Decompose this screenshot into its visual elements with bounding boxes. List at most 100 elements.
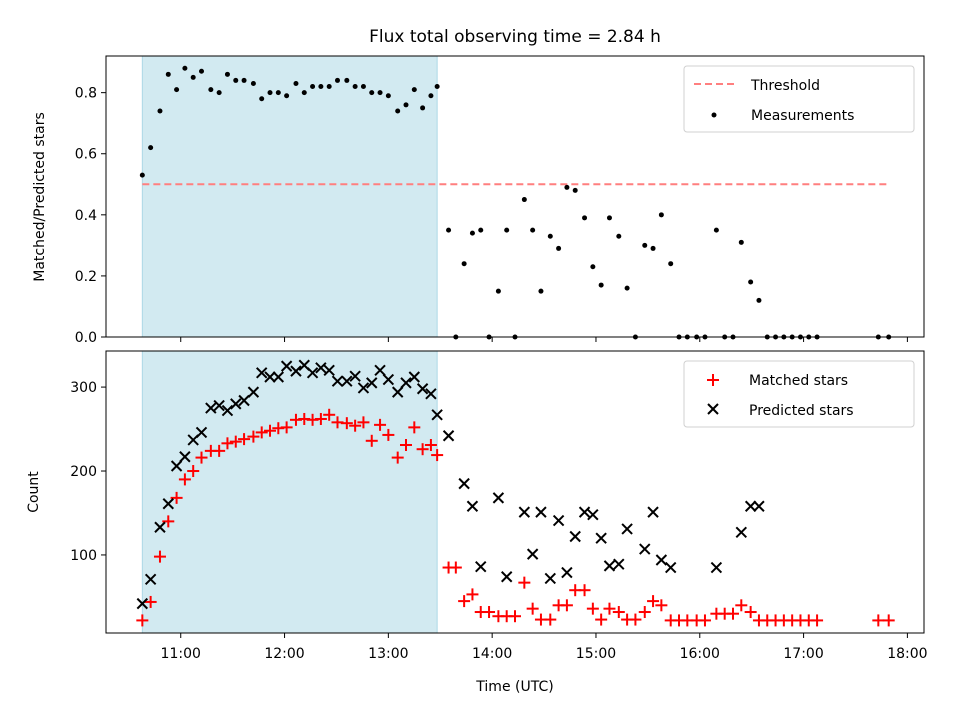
- measurement-point: [616, 233, 622, 239]
- predicted-star-point: [247, 386, 260, 398]
- matched-star-point: [187, 465, 200, 478]
- predicted-star-point: [290, 365, 302, 377]
- predicted-star-point: [587, 508, 599, 521]
- bottom-xtick-label: 18:00: [887, 646, 927, 662]
- predicted-star-point: [753, 500, 765, 512]
- predicted-star-point: [639, 543, 651, 555]
- matched-star-point: [391, 451, 404, 464]
- measurement-point: [624, 285, 630, 291]
- matched-star-point: [264, 424, 277, 437]
- measurement-point: [165, 71, 171, 77]
- predicted-star-point: [357, 382, 370, 394]
- predicted-star-point: [569, 530, 581, 543]
- matched-star-point: [509, 610, 521, 623]
- matched-star-point: [466, 588, 479, 601]
- measurement-point: [582, 215, 588, 221]
- bottom-xtick-label: 16:00: [680, 646, 720, 662]
- predicted-star-point: [621, 523, 633, 535]
- matched-star-point: [153, 550, 166, 563]
- measurement-point: [478, 227, 484, 233]
- predicted-star-point: [306, 367, 319, 379]
- predicted-star-point: [535, 506, 547, 518]
- predicted-star-point: [179, 451, 191, 463]
- measurement-point: [275, 90, 281, 96]
- measurement-point: [504, 227, 510, 233]
- matched-star-point: [449, 561, 462, 574]
- predicted-star-point: [272, 371, 285, 383]
- measurement-point: [301, 90, 307, 96]
- bottom-panel: 100 200 300 11:00 12:00 13:00 14:00 15:00 16:00…: [26, 350, 928, 695]
- measurement-point: [267, 90, 273, 96]
- predicted-star-point: [603, 560, 616, 572]
- matched-star-point: [365, 434, 378, 447]
- bottom-xtick-label: 12:00: [264, 646, 304, 662]
- measurement-point: [310, 84, 316, 90]
- matched-star-point: [744, 606, 757, 619]
- measurement-point: [208, 87, 214, 93]
- predicted-star-point: [280, 360, 293, 372]
- matched-star-point: [882, 614, 895, 627]
- top-ytick-label: 0.8: [75, 86, 97, 102]
- bottom-plot-frame: [105, 350, 925, 634]
- matched-star-point: [560, 599, 573, 612]
- predicted-star-point: [136, 597, 149, 610]
- predicted-star-point: [162, 498, 174, 510]
- top-plot-frame: [105, 55, 925, 338]
- measurement-point: [564, 184, 570, 190]
- matched-star-point: [162, 515, 175, 528]
- matched-star-point: [483, 606, 496, 619]
- measurement-point: [428, 93, 434, 99]
- matched-star-point: [603, 602, 616, 615]
- measurement-point: [572, 187, 578, 193]
- predicted-star-point: [710, 561, 723, 574]
- predicted-star-point: [595, 532, 607, 544]
- predicted-star-point: [170, 460, 183, 472]
- matched-star-point: [416, 443, 429, 456]
- measurement-point: [403, 102, 409, 108]
- predicted-star-point: [256, 367, 268, 379]
- measurement-point: [530, 227, 536, 233]
- measurement-point: [148, 145, 154, 151]
- bottom-legend: Matched stars Predicted stars: [683, 360, 915, 428]
- predicted-star-point: [323, 364, 335, 377]
- predicted-star-point: [665, 561, 677, 574]
- top-ytick-label: 0.0: [75, 330, 97, 346]
- matched-star-point: [382, 428, 395, 441]
- predicted-star-point: [366, 377, 378, 389]
- legend-predicted-label: Predicted stars: [749, 403, 854, 419]
- measurement-point: [385, 93, 391, 99]
- predicted-star-point: [349, 370, 361, 382]
- matched-star-point: [323, 408, 336, 421]
- matched-star-point: [612, 606, 625, 619]
- matched-star-point: [595, 613, 608, 626]
- measurement-point: [293, 80, 299, 86]
- predicted-star-point: [416, 383, 429, 395]
- top-ytick-label: 0.2: [75, 269, 97, 285]
- matched-star-point: [238, 433, 251, 446]
- predicted-star-point: [613, 558, 625, 570]
- matched-star-point: [195, 451, 208, 464]
- matched-star-point: [178, 473, 191, 486]
- matched-star-point: [518, 576, 531, 589]
- predicted-star-point: [492, 492, 505, 504]
- predicted-star-point: [500, 571, 513, 583]
- matched-star-point: [578, 584, 591, 597]
- measurement-point: [395, 108, 401, 114]
- top-ytick-label: 0.4: [75, 208, 97, 224]
- bottom-ytick-label: 300: [70, 380, 97, 396]
- predicted-star-point: [458, 477, 470, 490]
- bottom-ytick-label: 100: [70, 548, 97, 564]
- matched-star-point: [872, 614, 885, 627]
- measurement-point: [434, 84, 440, 90]
- predicted-star-point: [442, 430, 455, 442]
- measurement-point: [157, 108, 163, 114]
- predicted-star-point: [647, 506, 659, 518]
- measurement-point: [334, 77, 340, 83]
- predicted-star-point: [230, 398, 242, 410]
- measurement-point: [233, 77, 239, 83]
- predicted-star-point: [221, 404, 234, 417]
- measurement-point: [199, 68, 205, 74]
- legend-measurements-label: Measurements: [751, 108, 854, 124]
- predicted-star-point: [475, 560, 487, 573]
